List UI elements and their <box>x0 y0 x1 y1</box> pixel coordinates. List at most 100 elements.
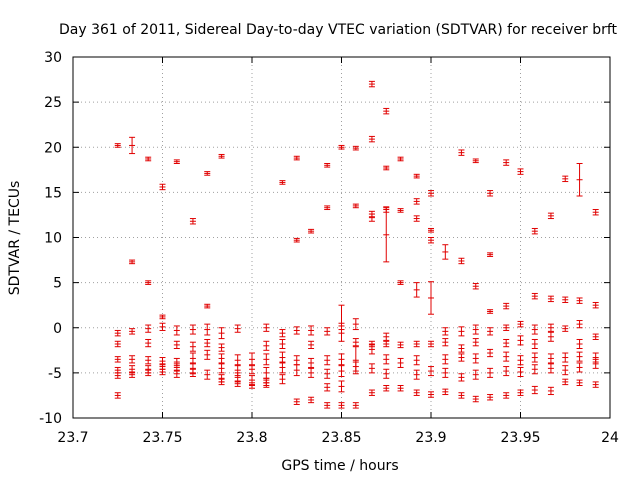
data-point <box>428 391 434 398</box>
data-point <box>145 356 152 365</box>
data-point <box>338 380 345 393</box>
data-point <box>308 228 315 234</box>
data-point <box>324 205 331 211</box>
data-point <box>204 349 211 360</box>
data-point <box>352 318 359 331</box>
data-point <box>114 329 121 337</box>
data-point <box>472 369 479 380</box>
data-point <box>383 207 390 263</box>
data-point <box>397 385 404 392</box>
data-point <box>442 354 449 365</box>
data-point <box>249 364 255 375</box>
data-point <box>352 338 359 347</box>
data-point <box>562 352 569 363</box>
data-point <box>293 326 300 335</box>
data-point <box>159 314 166 320</box>
data-point <box>368 389 375 396</box>
data-point <box>368 135 375 143</box>
data-point <box>517 355 524 366</box>
data-point <box>562 378 569 386</box>
data-point <box>204 369 211 380</box>
data-point <box>368 80 375 88</box>
data-point <box>145 280 152 285</box>
data-point <box>576 379 583 387</box>
data-point <box>397 341 404 349</box>
data-point <box>413 340 420 348</box>
data-point <box>234 372 241 383</box>
data-point <box>487 252 494 257</box>
data-point <box>263 323 270 332</box>
data-point <box>383 165 390 171</box>
data-point <box>576 351 583 362</box>
data-point <box>592 333 599 340</box>
data-point <box>413 355 420 366</box>
data-point <box>413 173 420 179</box>
data-point <box>531 352 538 363</box>
y-axis-label: SDTVAR / TECUs <box>7 181 23 296</box>
data-point <box>517 335 524 346</box>
data-point <box>413 282 420 298</box>
data-point <box>279 329 286 338</box>
data-point <box>249 352 255 367</box>
x-tick-label: 23.75 <box>142 430 182 446</box>
data-point <box>368 363 375 374</box>
data-point <box>189 341 196 352</box>
data-point <box>234 380 241 387</box>
data-point <box>517 389 524 396</box>
x-tick-label: 23.85 <box>321 430 361 446</box>
data-point <box>114 366 121 374</box>
data-point <box>189 352 196 365</box>
data-point <box>218 353 225 364</box>
data-point <box>263 340 270 351</box>
y-tick-label: 0 <box>53 321 62 337</box>
data-point <box>562 175 569 183</box>
data-point <box>293 364 300 377</box>
chart-title: Day 361 of 2011, Sidereal Day-to-day VTE… <box>59 22 618 38</box>
data-point <box>458 149 465 156</box>
x-tick-label: 23.9 <box>415 430 446 446</box>
data-point <box>458 373 465 382</box>
data-point <box>368 344 375 355</box>
data-point <box>576 338 583 350</box>
data-point <box>324 327 331 336</box>
data-point <box>531 227 538 235</box>
data-point <box>114 340 121 348</box>
y-tick-label: 20 <box>44 140 62 156</box>
axis-ticks: 23.7 23.75 23.8 23.85 23.9 23.95 24 -10 -5 0 5 10 15… <box>39 50 619 446</box>
data-point <box>159 183 166 191</box>
data-point <box>487 190 494 197</box>
data-point <box>129 136 136 155</box>
data-point <box>263 366 270 379</box>
data-point <box>517 366 524 377</box>
data-point <box>114 392 121 399</box>
x-tick-label: 23.8 <box>236 430 267 446</box>
data-point <box>129 371 136 378</box>
data-point <box>263 379 270 387</box>
y-tick-label: 30 <box>44 50 62 66</box>
data-point <box>531 338 538 350</box>
data-point <box>145 338 152 348</box>
data-point <box>428 190 434 197</box>
data-point <box>383 368 390 379</box>
data-point <box>547 353 554 364</box>
data-point <box>397 280 404 285</box>
data-point <box>234 324 241 333</box>
data-point <box>576 320 583 329</box>
x-tick-label: 23.95 <box>500 430 540 446</box>
data-point <box>547 363 554 374</box>
data-point <box>173 159 180 164</box>
data-point <box>218 378 225 386</box>
data-point <box>145 369 152 377</box>
data-point <box>531 292 538 300</box>
data-point <box>383 354 390 365</box>
data-point <box>308 325 315 336</box>
data-point <box>547 295 554 303</box>
data-point <box>173 369 180 378</box>
data-point <box>293 237 300 243</box>
data-point <box>592 358 599 369</box>
data-point <box>458 257 465 265</box>
data-point <box>442 367 449 378</box>
data-point <box>352 402 359 409</box>
data-point <box>458 392 465 399</box>
data-point <box>428 227 434 233</box>
